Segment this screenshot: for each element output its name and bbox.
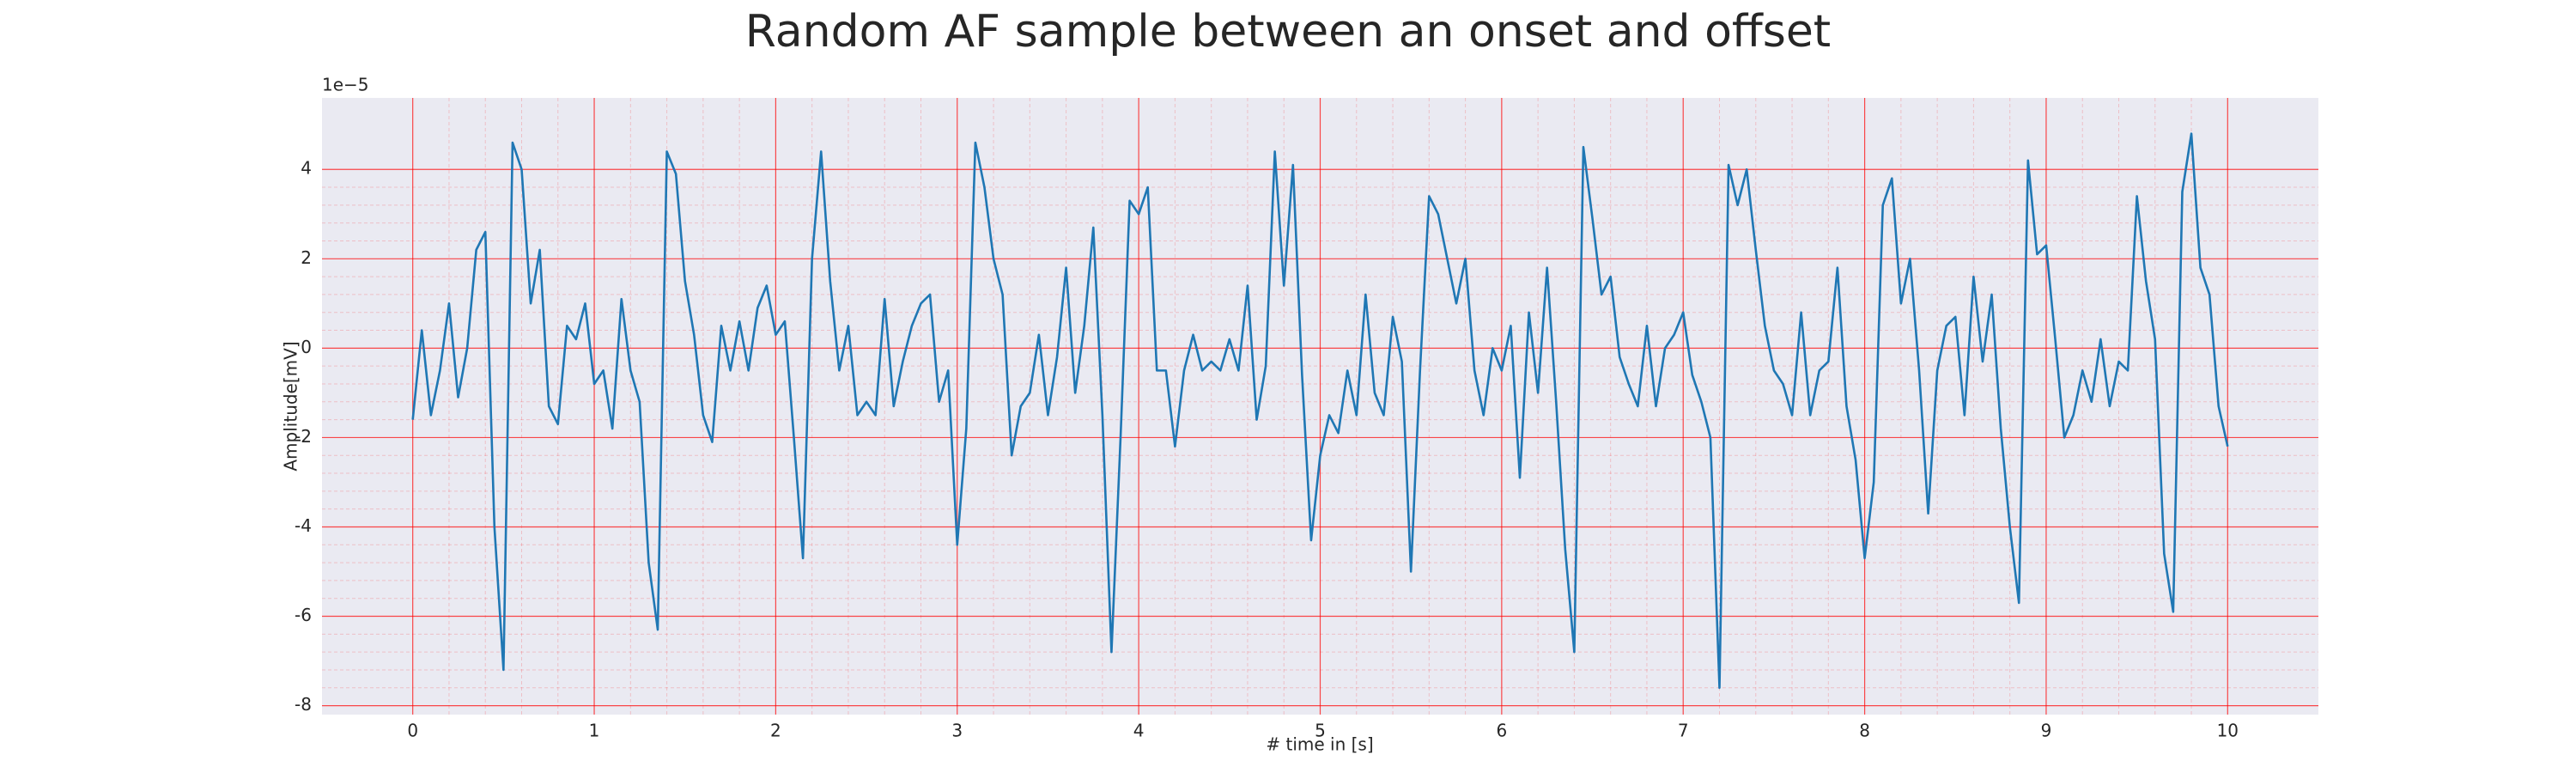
y-tick-label: 4 <box>301 158 312 179</box>
x-tick-label: 1 <box>589 721 600 741</box>
y-tick-label: -8 <box>295 694 312 715</box>
chart-title: Random AF sample between an onset and of… <box>745 6 1831 58</box>
y-tick-label: 2 <box>301 247 312 268</box>
x-tick-label: 6 <box>1496 721 1507 741</box>
y-tick-label: 0 <box>301 337 312 357</box>
x-axis-label: # time in [s] <box>1266 734 1373 755</box>
x-tick-label: 5 <box>1315 721 1326 741</box>
x-tick-label: 2 <box>770 721 781 741</box>
y-tick-label: -6 <box>295 605 312 625</box>
y-offset-text: 1e−5 <box>322 75 369 95</box>
x-tick-label: 10 <box>2217 721 2239 741</box>
x-tick-label: 0 <box>407 721 418 741</box>
x-tick-label: 8 <box>1859 721 1870 741</box>
signal-line <box>411 132 2229 690</box>
x-tick-label: 3 <box>951 721 963 741</box>
y-tick-label: -4 <box>295 515 312 536</box>
y-tick-label: -2 <box>295 426 312 447</box>
y-axis-label: Amplitude[mV] <box>281 341 301 471</box>
x-tick-label: 4 <box>1133 721 1145 741</box>
x-tick-label: 7 <box>1678 721 1689 741</box>
x-tick-label: 9 <box>2041 721 2052 741</box>
